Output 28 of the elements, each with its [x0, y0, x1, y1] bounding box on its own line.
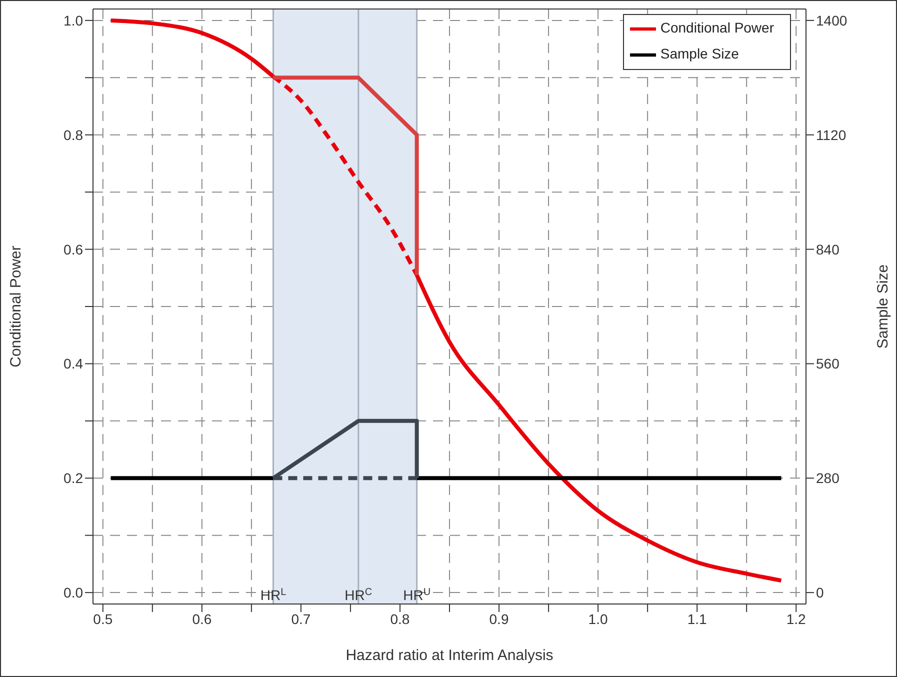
y-tick-label: 1.0 — [64, 12, 84, 28]
x-tick-label: 0.5 — [93, 610, 113, 627]
y-tick-label: 0.2 — [64, 470, 84, 486]
x-tick-label: 0.8 — [390, 610, 410, 627]
y-tick-label: 0.0 — [64, 584, 84, 601]
y2-tick-label: 560 — [816, 356, 840, 372]
x-tick-label: 1.1 — [687, 610, 708, 627]
ref-line-label: HR$^{C}$ — [344, 586, 372, 603]
ref-line-label: HR$^{L}$ — [260, 586, 287, 603]
y2-tick-label: 840 — [816, 241, 840, 258]
y-tick-label: 0.6 — [64, 241, 84, 258]
ref-line-label: HR$^{U}$ — [403, 586, 431, 603]
x-tick-label: 0.9 — [489, 610, 509, 627]
x-tick-label: 1.2 — [786, 610, 806, 627]
y2-tick-label: 280 — [816, 470, 840, 486]
legend-label: Sample Size — [660, 46, 739, 62]
y-axis-title: Conditional Power — [7, 246, 24, 368]
x-axis-title: Hazard ratio at Interim Analysis — [346, 647, 554, 664]
y2-axis-title: Sample Size — [874, 264, 892, 349]
y2-tick-label: 1400 — [816, 12, 848, 28]
x-tick-label: 0.6 — [192, 610, 212, 627]
x-tick-label: 1.0 — [588, 610, 608, 627]
legend-label: Conditional Power — [660, 20, 774, 36]
y2-tick-label: 0 — [816, 584, 824, 601]
y-tick-label: 0.8 — [64, 126, 84, 143]
y-tick-label: 0.4 — [64, 356, 84, 372]
y2-tick-label: 1120 — [816, 126, 846, 143]
x-tick-label: 0.7 — [291, 610, 311, 627]
